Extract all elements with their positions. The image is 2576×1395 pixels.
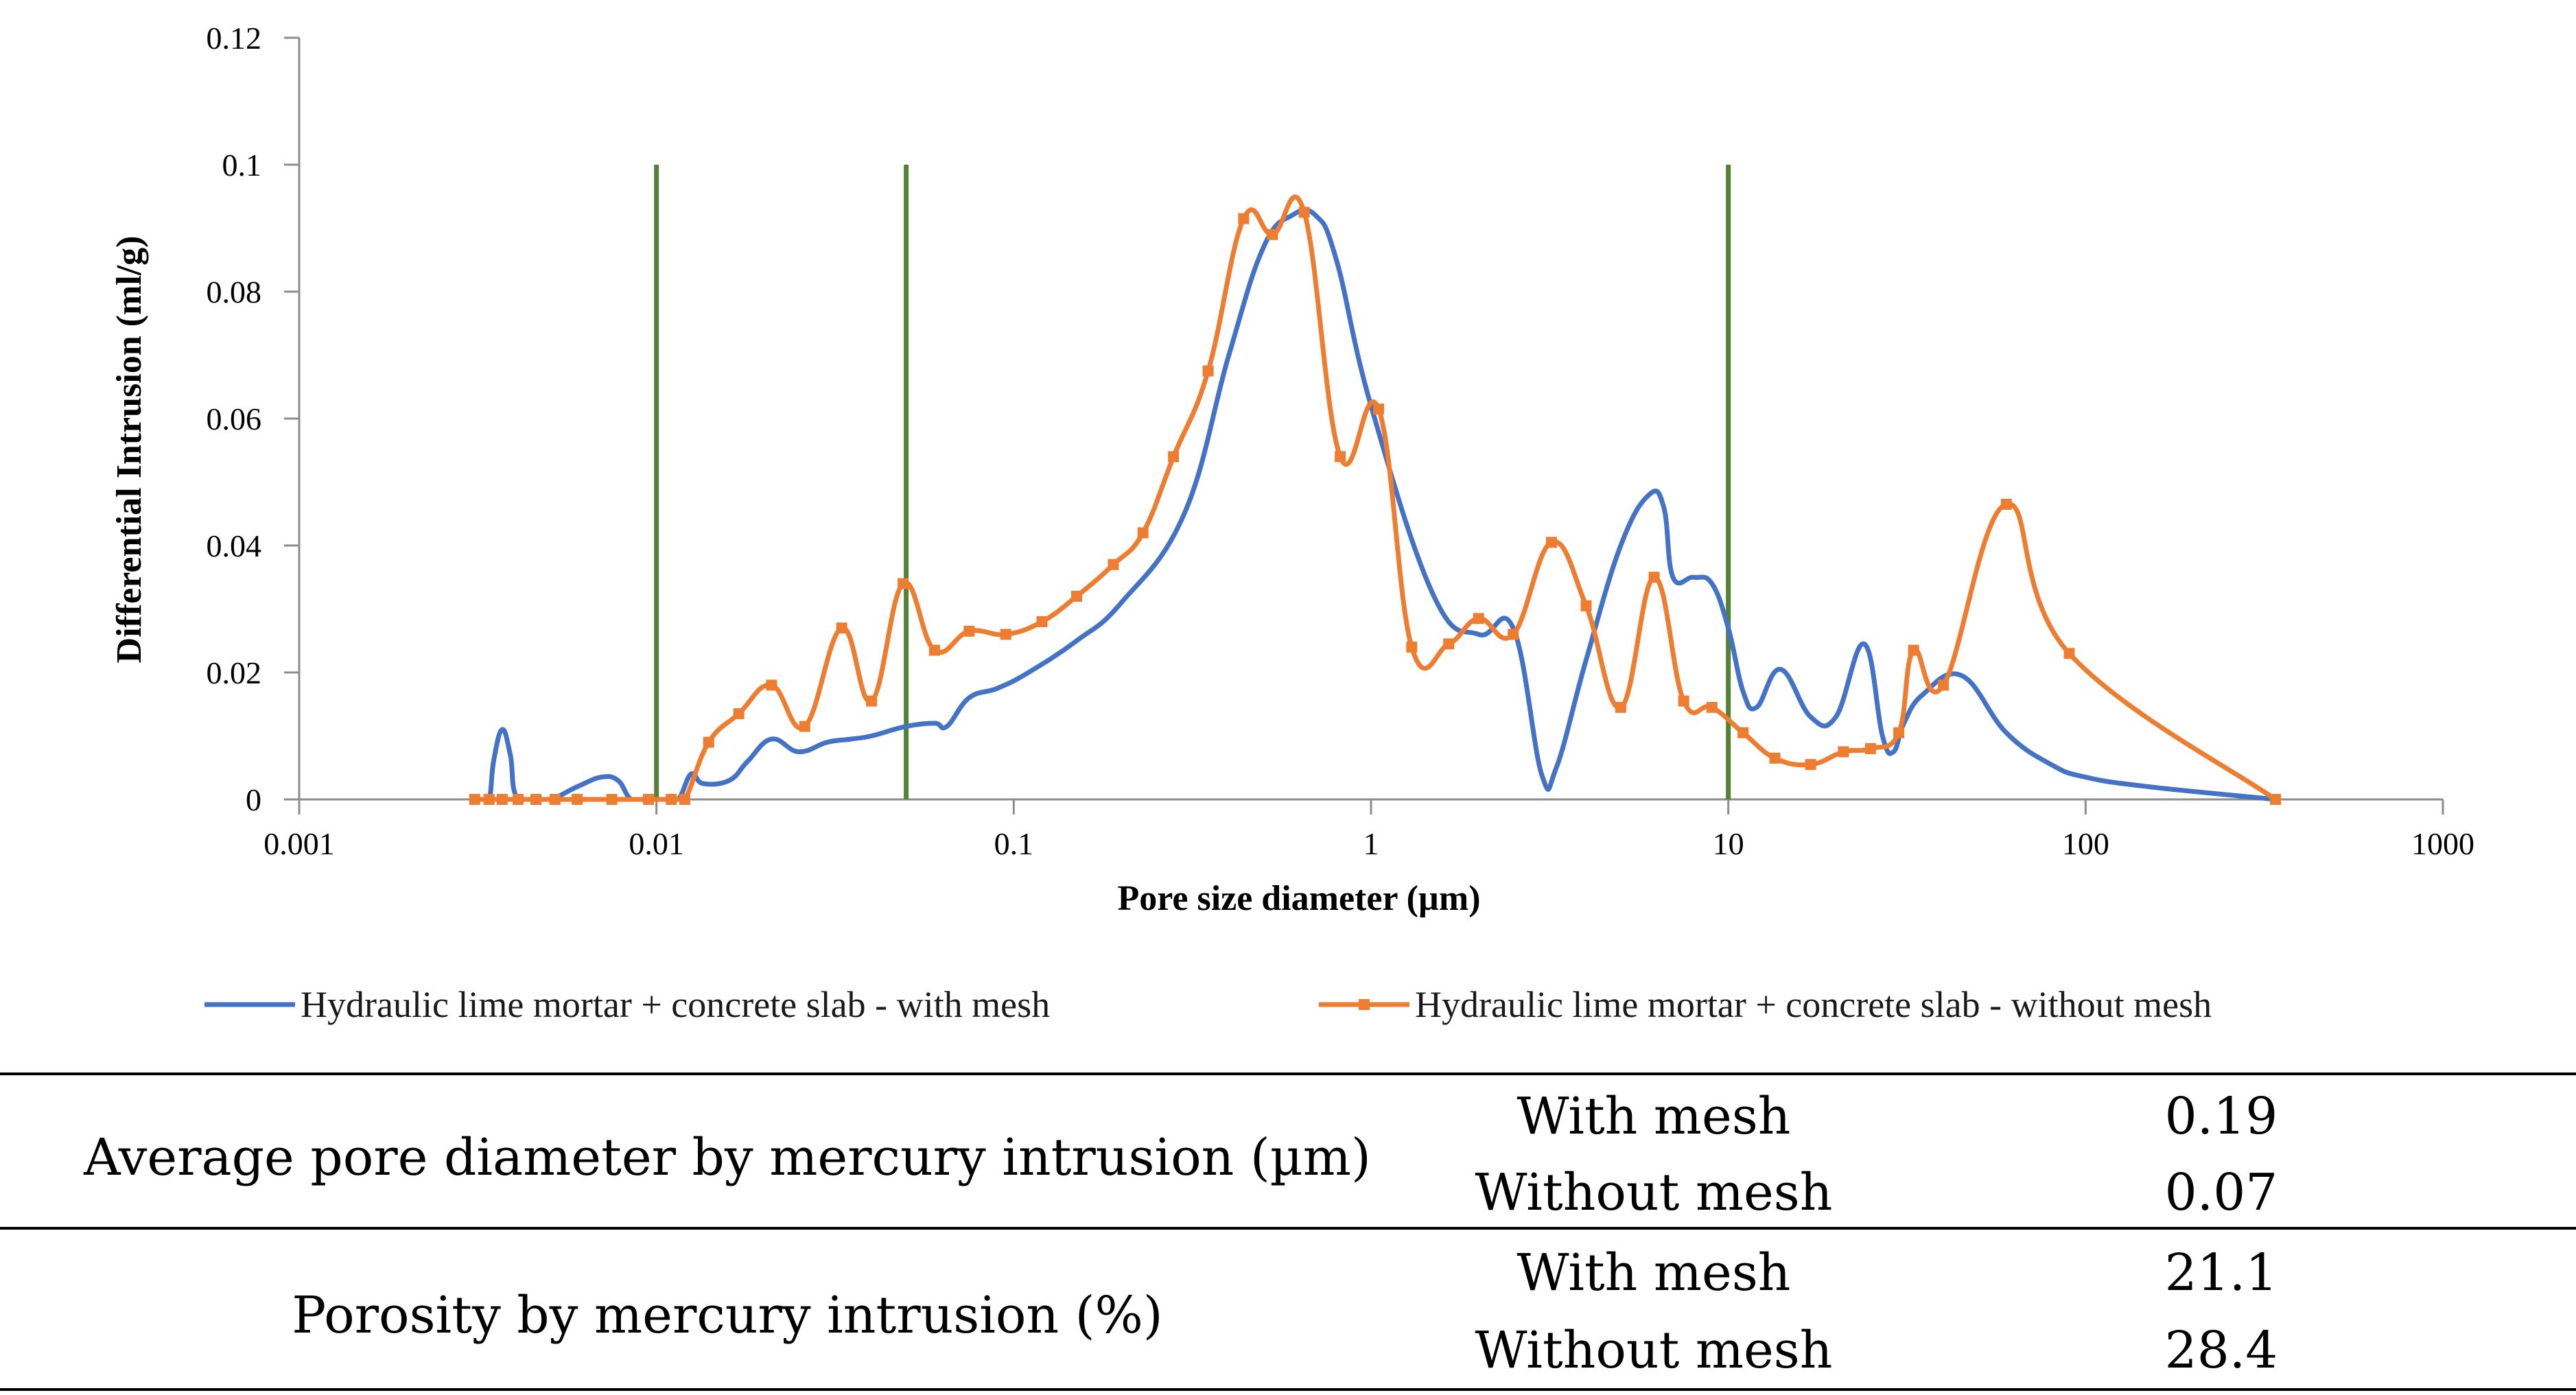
data-point [1893,727,1905,738]
data-point [1000,629,1011,640]
y-axis-ticks: 0 0.02 0.04 0.06 0.08 0.1 0.12 [207,21,299,817]
data-point [1805,759,1816,771]
row-label: Average pore diameter by mercury intrusi… [83,1128,1371,1187]
y-tick-label: 0.04 [207,528,262,563]
table-row-porosity: Porosity by mercury intrusion (%) With m… [292,1243,2278,1380]
data-point [1678,695,1689,707]
legend-item-with-mesh: Hydraulic lime mortar + concrete slab - … [204,984,1050,1025]
data-point [1443,638,1455,650]
value-cell: 0.19 [2165,1087,2278,1146]
data-point [1298,207,1310,218]
data-point [1335,451,1346,462]
data-point [1938,679,1949,691]
data-point [2270,794,2282,805]
data-point [866,695,878,707]
data-point [572,794,583,805]
data-point [1036,616,1048,627]
data-point [1648,572,1660,583]
legend-label-with-mesh: Hydraulic lime mortar + concrete slab - … [301,984,1050,1025]
data-point [1108,559,1119,570]
data-point [1580,600,1592,611]
y-tick-label: 0.1 [222,148,262,183]
data-point [1508,629,1519,640]
x-tick-label: 0.001 [264,826,335,861]
y-tick-label: 0.06 [207,401,262,436]
data-point [1373,403,1385,415]
y-tick-label: 0 [246,782,261,817]
data-point [1168,451,1180,462]
data-point [1267,228,1278,240]
condition-cell: With mesh [1517,1087,1791,1146]
data-point [898,578,909,589]
data-point [928,644,940,656]
condition-cell: With mesh [1517,1243,1791,1302]
summary-table: Average pore diameter by mercury intrusi… [0,1072,2576,1391]
data-point [1864,743,1876,754]
series-without-mesh [469,194,2282,805]
data-point [513,794,524,805]
condition-cell: Without mesh [1475,1163,1833,1222]
data-point [1202,365,1214,377]
y-axis-title: Differential Intrusion (ml/g) [110,236,149,664]
row-label: Porosity by mercury intrusion (%) [292,1286,1162,1345]
x-axis-title: Pore size diameter (µm) [1117,879,1480,918]
value-cell: 21.1 [2165,1243,2278,1302]
series-layer [469,194,2282,805]
value-cell: 28.4 [2165,1321,2278,1380]
data-point [1473,613,1484,624]
legend: Hydraulic lime mortar + concrete slab - … [204,984,2212,1025]
data-point [1546,537,1558,548]
data-point [549,794,561,805]
data-point [703,736,714,748]
legend-item-without-mesh: Hydraulic lime mortar + concrete slab - … [1319,984,2212,1025]
data-point [733,708,745,720]
value-cell: 0.07 [2165,1163,2278,1222]
data-point [606,794,618,805]
data-point [836,622,847,634]
data-point [469,794,480,805]
x-tick-label: 1 [1363,826,1379,861]
data-point [643,794,655,805]
data-point [799,720,810,732]
data-point [766,679,777,691]
legend-label-without-mesh: Hydraulic lime mortar + concrete slab - … [1415,984,2212,1025]
data-point [1238,213,1250,224]
data-point [1737,727,1749,738]
y-tick-label: 0.02 [207,655,262,690]
legend-marker-without-mesh [1359,999,1370,1010]
data-point [1137,527,1149,539]
x-tick-label: 1000 [2411,826,2474,861]
data-point [1908,644,1919,656]
table-row-average-pore-diameter: Average pore diameter by mercury intrusi… [83,1087,2278,1222]
reference-lines [654,165,1731,799]
x-tick-label: 100 [2062,826,2109,861]
data-point [1406,642,1418,653]
series-line [472,194,2278,802]
condition-cell: Without mesh [1475,1321,1833,1380]
data-point [1706,701,1718,713]
y-tick-label: 0.08 [207,274,262,309]
x-axis-ticks: 0.001 0.01 0.1 1 10 100 1000 [264,799,2474,861]
data-point [2063,648,2075,659]
data-point [496,794,508,805]
data-point [483,794,495,805]
x-tick-label: 0.01 [629,826,684,861]
data-point [1615,701,1626,713]
data-point [1769,752,1781,764]
data-point [1838,746,1849,758]
data-point [666,794,677,805]
x-tick-label: 10 [1713,826,1744,861]
data-point [963,625,975,637]
y-tick-label: 0.12 [207,21,262,56]
data-point [1071,591,1083,602]
data-point [2000,498,2012,510]
data-point [679,794,690,805]
data-point [530,794,542,805]
x-tick-label: 0.1 [994,826,1034,861]
